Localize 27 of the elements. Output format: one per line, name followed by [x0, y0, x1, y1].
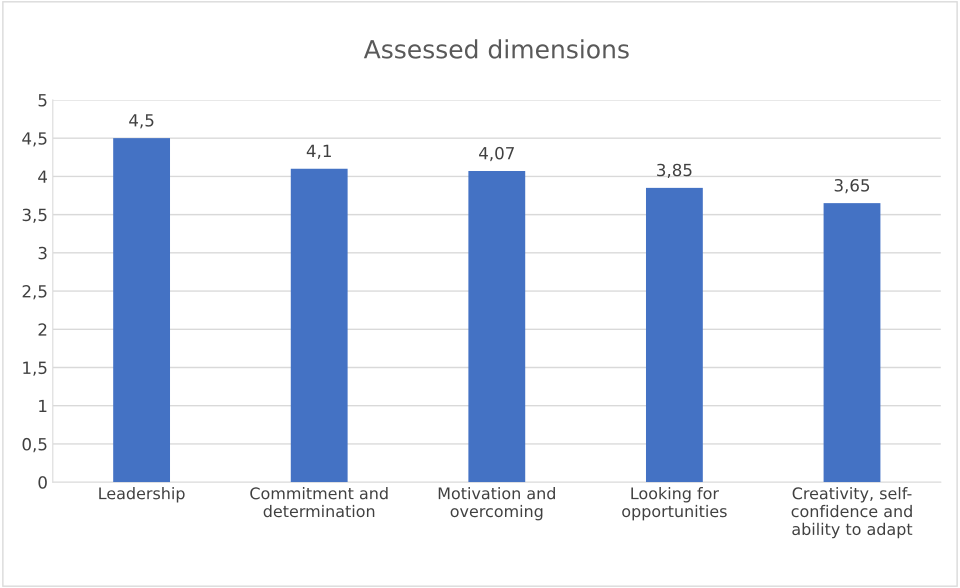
bar: [824, 203, 880, 482]
y-tick-label: 2: [38, 323, 46, 336]
y-tick-label: 3,5: [22, 208, 46, 223]
y-tick-label: 4: [38, 170, 48, 183]
data-label: 4,07: [479, 146, 514, 162]
data-label: 4,5: [129, 114, 154, 128]
y-tick-label: 2,5: [22, 285, 46, 300]
y-tick-label: 1: [39, 400, 46, 412]
y-tick-label: 1,5: [23, 362, 46, 376]
x-tick-label: Motivation and overcoming: [438, 487, 555, 520]
x-tick-label: Commitment and determination: [250, 487, 388, 518]
bar: [113, 138, 170, 482]
data-label: 4,1: [306, 144, 331, 159]
y-tick-label: 3: [38, 246, 47, 260]
y-tick-label: 0,5: [22, 438, 46, 452]
chart-title: Assessed dimensions: [364, 39, 629, 59]
data-label: 3,85: [657, 164, 692, 178]
data-label: 3,65: [834, 178, 870, 194]
y-tick-label: 5: [38, 94, 46, 107]
x-tick-label: Leadership: [99, 487, 185, 502]
bar: [646, 188, 703, 482]
x-tick-label: Creativity, self- confidence and ability to adapt: [792, 487, 912, 538]
bar: [468, 171, 526, 482]
x-tick-label: Looking for opportunities: [622, 487, 727, 520]
y-tick-label: 4,5: [22, 132, 46, 146]
y-tick-label: 0: [38, 476, 47, 489]
bar: [290, 168, 348, 482]
